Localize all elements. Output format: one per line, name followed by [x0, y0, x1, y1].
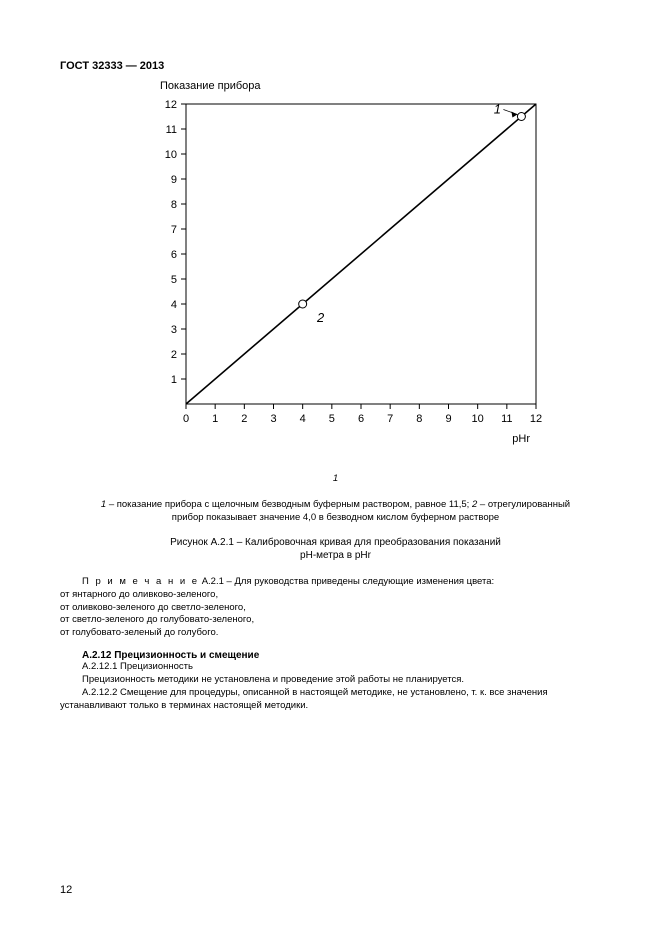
svg-text:pHr: pHr [512, 433, 530, 445]
svg-text:6: 6 [357, 413, 363, 425]
chart-legend-text: 1 – показание прибора с щелочным безводн… [60, 499, 611, 524]
note-title-prefix: П р и м е ч а н и е [82, 576, 199, 587]
note-line: от светло-зеленого до голубовато-зеленог… [60, 614, 611, 627]
svg-text:3: 3 [270, 413, 276, 425]
svg-text:1: 1 [212, 413, 218, 425]
svg-text:4: 4 [299, 413, 305, 425]
note-title-rest: А.2.1 – Для руководства приведены следую… [199, 576, 494, 587]
svg-text:5: 5 [328, 413, 334, 425]
chart-legend: 1 [60, 473, 611, 485]
svg-text:4: 4 [170, 299, 176, 311]
svg-text:7: 7 [170, 224, 176, 236]
section-heading: А.2.12 Прецизионность и смещение [82, 650, 611, 661]
svg-text:10: 10 [471, 413, 483, 425]
svg-text:2: 2 [170, 349, 176, 361]
svg-text:12: 12 [164, 99, 176, 111]
note-block: П р и м е ч а н и е А.2.1 – Для руководс… [60, 576, 611, 640]
document-header: ГОСТ 32333 — 2013 [60, 60, 611, 72]
svg-text:2: 2 [316, 310, 325, 325]
svg-text:1: 1 [170, 374, 176, 386]
svg-text:0: 0 [182, 413, 188, 425]
svg-text:9: 9 [445, 413, 451, 425]
figure-caption: Рисунок А.2.1 – Калибровочная кривая для… [60, 536, 611, 562]
svg-text:1: 1 [493, 102, 500, 117]
section-body: А.2.12.1 Прецизионность Прецизионность м… [60, 661, 611, 712]
note-line: от янтарного до оливково-зеленого, [60, 589, 611, 602]
svg-text:9: 9 [170, 174, 176, 186]
svg-text:11: 11 [165, 124, 176, 136]
svg-text:6: 6 [170, 249, 176, 261]
note-line: от голубовато-зеленый до голубого. [60, 627, 611, 640]
svg-text:7: 7 [387, 413, 393, 425]
svg-text:5: 5 [170, 274, 176, 286]
page-number: 12 [60, 884, 72, 896]
svg-text:2: 2 [241, 413, 247, 425]
svg-text:8: 8 [416, 413, 422, 425]
svg-text:8: 8 [170, 199, 176, 211]
calibration-chart: 0123456789101112123456789101112pHr12 [80, 94, 611, 459]
svg-text:12: 12 [529, 413, 541, 425]
svg-text:10: 10 [164, 149, 176, 161]
note-line: от оливково-зеленого до светло-зеленого, [60, 602, 611, 615]
svg-text:3: 3 [170, 324, 176, 336]
chart-y-axis-title: Показание прибора [160, 80, 611, 92]
svg-text:11: 11 [501, 413, 512, 425]
